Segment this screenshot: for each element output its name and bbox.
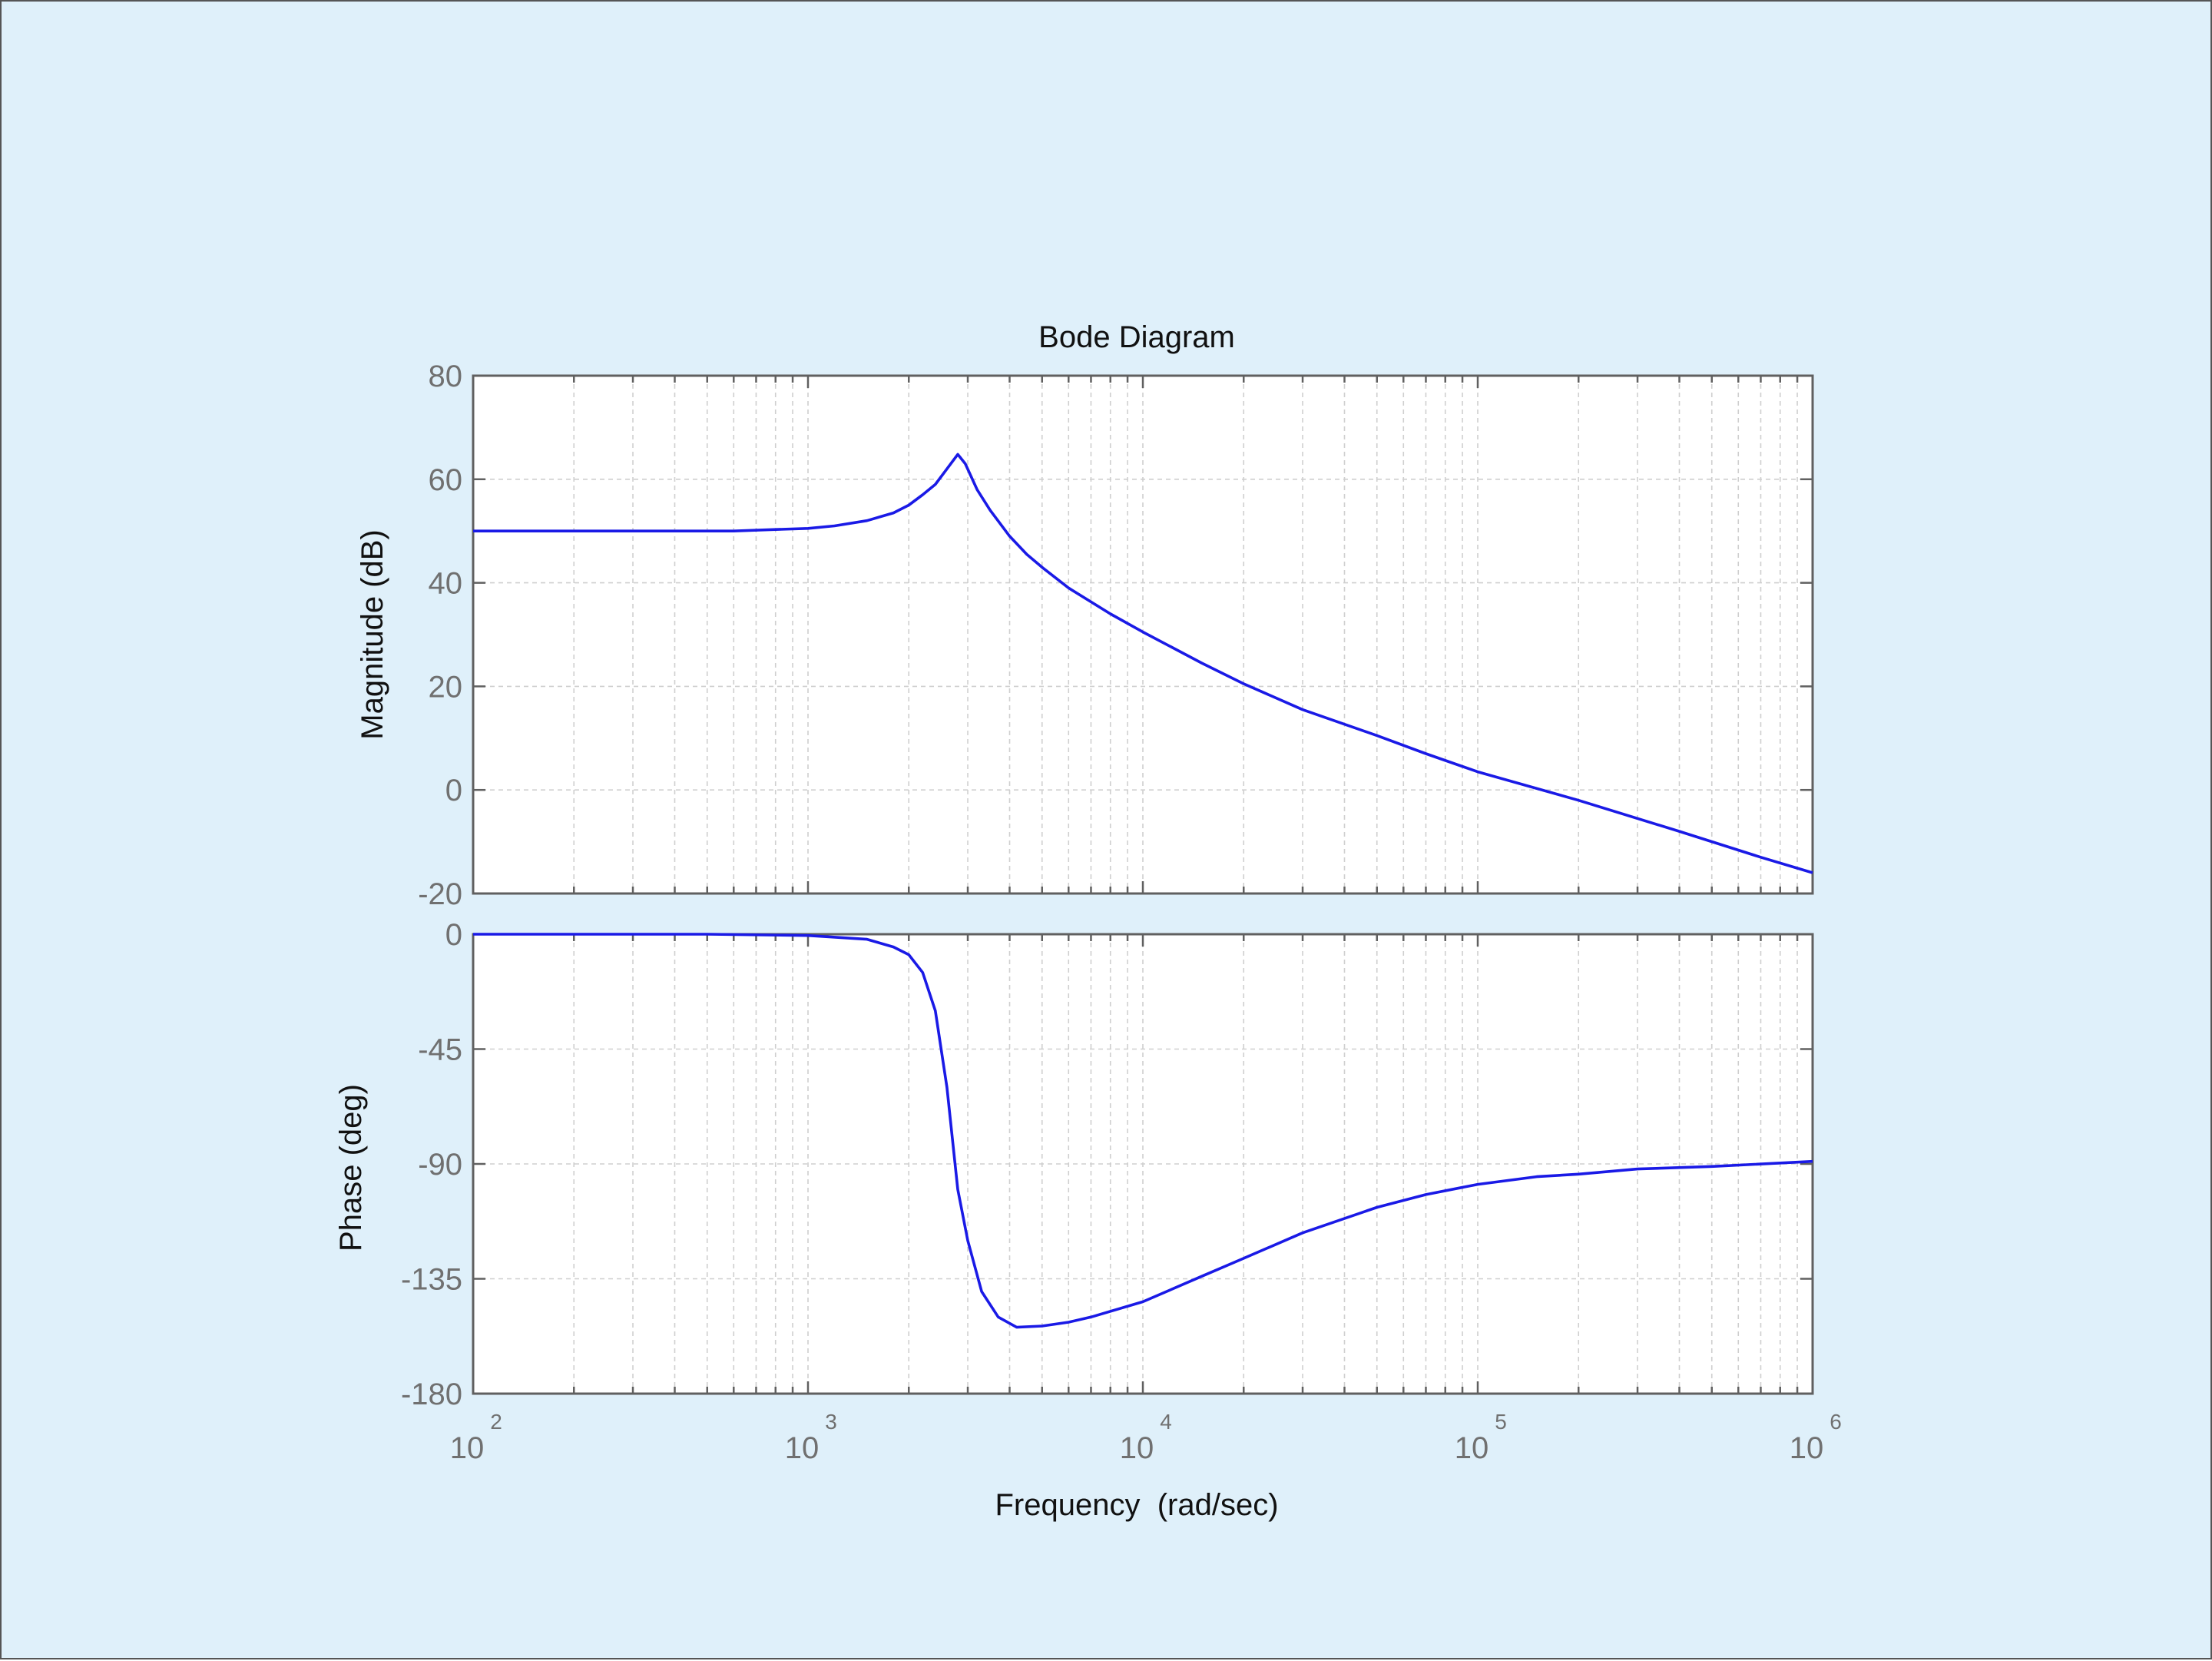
y-tick-label: -90 [418, 1148, 462, 1182]
x-tick-label: 10 [1120, 1431, 1154, 1465]
y-tick-label: -45 [418, 1033, 462, 1067]
y-tick-label: 0 [445, 918, 462, 952]
magnitude-axis-label: Magnitude (dB) [356, 529, 389, 739]
y-tick-label: 40 [429, 567, 463, 601]
x-tick-exponent: 4 [1160, 1410, 1172, 1434]
x-tick-exponent: 3 [825, 1410, 837, 1434]
y-tick-label: -20 [418, 877, 462, 911]
x-tick-exponent: 6 [1830, 1410, 1842, 1434]
y-tick-label: 0 [445, 774, 462, 807]
x-axis-label: Frequency (rad/sec) [995, 1488, 1278, 1522]
x-tick-label: 10 [1455, 1431, 1489, 1465]
x-tick-label: 10 [1790, 1431, 1824, 1465]
x-tick-label: 10 [785, 1431, 820, 1465]
x-tick-exponent: 2 [490, 1410, 502, 1434]
chart-title: Bode Diagram [1038, 320, 1235, 354]
phase-axis-label: Phase (deg) [334, 1084, 368, 1252]
phase-curve [473, 933, 1813, 1329]
magnitude-curve [473, 453, 1813, 874]
y-tick-label: 80 [429, 360, 463, 393]
y-tick-label: 60 [429, 463, 463, 497]
y-tick-label: -180 [401, 1378, 462, 1411]
y-tick-label: -135 [401, 1263, 462, 1297]
y-tick-label: 20 [429, 670, 463, 704]
x-tick-exponent: 5 [1495, 1410, 1507, 1434]
phase-panel: 0 -45 -90 -135 -180 Phase (deg) [334, 918, 1814, 1411]
x-tick-label: 10 [450, 1431, 485, 1465]
magnitude-panel: 80 60 40 20 0 -20 Magnitude (dB) [356, 360, 1814, 911]
